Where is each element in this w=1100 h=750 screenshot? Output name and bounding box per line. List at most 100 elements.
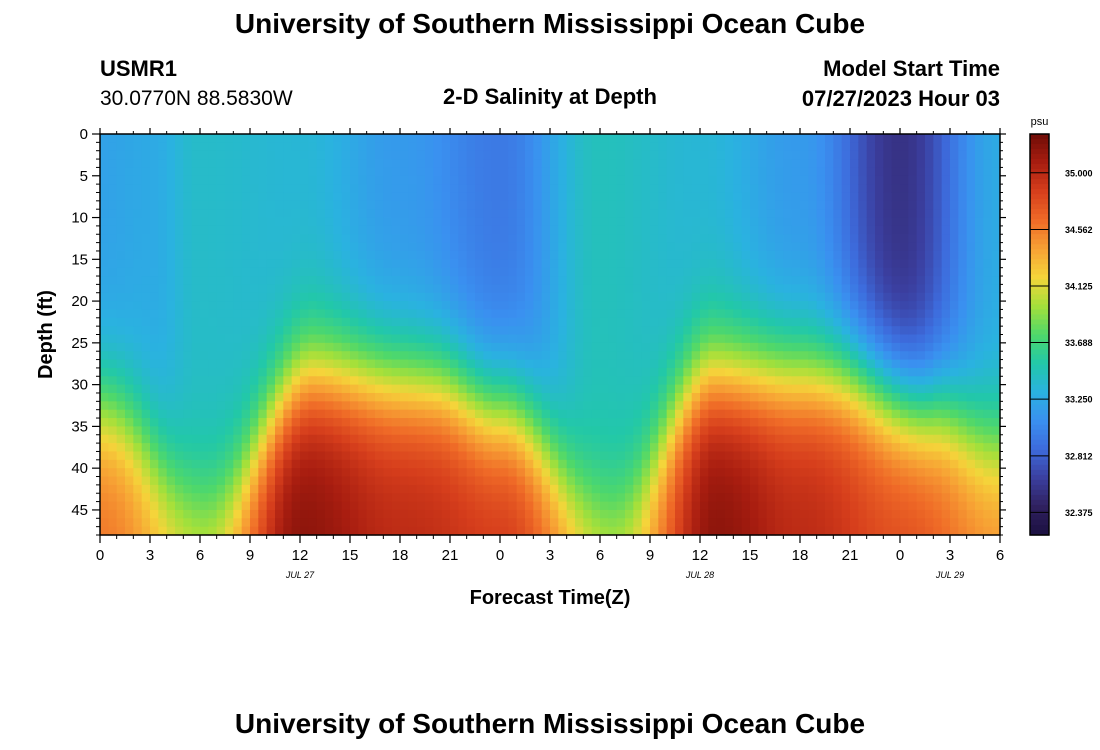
heatmap-cell	[750, 401, 759, 411]
heatmap-cell	[316, 493, 326, 503]
heatmap-cell	[866, 484, 876, 494]
heatmap-cell	[958, 309, 968, 319]
heatmap-cell	[850, 234, 859, 244]
heatmap-cell	[450, 200, 459, 210]
heatmap-cell	[850, 392, 859, 402]
heatmap-cell	[150, 234, 159, 244]
heatmap-cell	[608, 518, 618, 528]
heatmap-cell	[191, 334, 201, 344]
heatmap-cell	[616, 250, 626, 260]
heatmap-cell	[616, 384, 626, 394]
heatmap-cell	[825, 284, 834, 294]
heatmap-cell	[266, 209, 276, 219]
heatmap-cell	[750, 359, 759, 369]
heatmap-cell	[216, 509, 226, 519]
heatmap-cell	[883, 509, 893, 519]
heatmap-cell	[333, 209, 343, 219]
heatmap-cell	[666, 493, 676, 503]
heatmap-cell	[250, 409, 259, 419]
heatmap-cell	[458, 359, 468, 369]
heatmap-cell	[483, 443, 493, 453]
heatmap-cell	[708, 326, 718, 336]
heatmap-cell	[700, 142, 709, 152]
heatmap-cell	[183, 209, 193, 219]
heatmap-cell	[175, 484, 184, 494]
heatmap-cell	[241, 451, 251, 461]
heatmap-cell	[916, 418, 926, 427]
heatmap-cell	[275, 409, 284, 419]
heatmap-cell	[225, 376, 234, 386]
heatmap-cell	[591, 184, 601, 194]
heatmap-cell	[491, 351, 501, 361]
heatmap-cell	[108, 200, 118, 210]
heatmap-cell	[866, 518, 876, 528]
heatmap-cell	[391, 250, 401, 260]
heatmap-cell	[491, 317, 501, 327]
heatmap-cell	[458, 367, 468, 377]
heatmap-cell	[625, 184, 634, 194]
heatmap-cell	[900, 259, 909, 269]
heatmap-cell	[533, 376, 543, 386]
heatmap-cell	[400, 250, 409, 260]
heatmap-cell	[950, 276, 959, 285]
heatmap-cell	[633, 225, 643, 235]
heatmap-cell	[466, 476, 476, 486]
heatmap-cell	[641, 376, 651, 386]
heatmap-cell	[808, 200, 818, 210]
heatmap-cell	[225, 175, 234, 185]
heatmap-cell	[141, 309, 151, 319]
heatmap-cell	[741, 418, 751, 427]
heatmap-cell	[791, 443, 801, 453]
heatmap-cell	[608, 501, 618, 511]
heatmap-cell	[100, 175, 109, 185]
heatmap-cell	[516, 434, 526, 444]
heatmap-cell	[733, 284, 743, 294]
heatmap-cell	[358, 184, 368, 194]
heatmap-cell	[308, 476, 318, 486]
heatmap-cell	[950, 384, 959, 394]
heatmap-cell	[466, 468, 476, 478]
heatmap-cell	[483, 459, 493, 469]
heatmap-cell	[550, 276, 559, 285]
heatmap-cell	[250, 301, 259, 311]
heatmap-cell	[725, 259, 734, 269]
heatmap-cell	[475, 200, 484, 210]
heatmap-cell	[666, 142, 676, 152]
heatmap-cell	[275, 267, 284, 277]
heatmap-cell	[333, 317, 343, 327]
heatmap-cell	[841, 443, 851, 453]
heatmap-cell	[641, 209, 651, 219]
heatmap-cell	[816, 134, 826, 143]
heatmap-cell	[616, 301, 626, 311]
heatmap-cell	[908, 267, 918, 277]
model-start-label: Model Start Time	[823, 56, 1000, 81]
heatmap-cell	[591, 518, 601, 528]
heatmap-cell	[625, 234, 634, 244]
heatmap-cell	[450, 234, 459, 244]
heatmap-cell	[108, 418, 118, 427]
heatmap-cell	[741, 359, 751, 369]
heatmap-cell	[208, 434, 218, 444]
heatmap-cell	[516, 234, 526, 244]
heatmap-cell	[191, 526, 201, 536]
heatmap-cell	[383, 150, 393, 160]
heatmap-cell	[541, 301, 551, 311]
heatmap-cell	[166, 267, 176, 277]
heatmap-cell	[475, 409, 484, 419]
heatmap-cell	[733, 367, 743, 377]
heatmap-cell	[233, 367, 243, 377]
heatmap-cell	[116, 426, 126, 436]
heatmap-cell	[716, 526, 726, 536]
heatmap-cell	[283, 451, 293, 461]
heatmap-cell	[925, 150, 934, 160]
heatmap-cell	[800, 326, 809, 336]
heatmap-cell	[183, 459, 193, 469]
heatmap-cell	[608, 342, 618, 352]
heatmap-cell	[150, 150, 159, 160]
heatmap-cell	[433, 159, 443, 169]
heatmap-cell	[283, 209, 293, 219]
heatmap-cell	[216, 401, 226, 411]
heatmap-cell	[641, 242, 651, 252]
heatmap-cell	[516, 142, 526, 152]
heatmap-cell	[416, 192, 426, 202]
